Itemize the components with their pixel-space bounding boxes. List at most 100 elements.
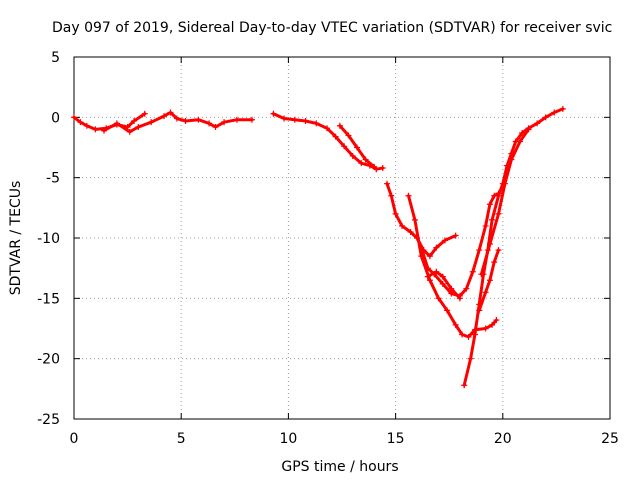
- series-arc-9: [461, 105, 566, 389]
- series-arc-3: [270, 110, 386, 173]
- data-point: [141, 110, 148, 117]
- y-tick-label: -5: [46, 171, 60, 187]
- data-point: [456, 295, 463, 302]
- x-tick-label: 10: [279, 431, 297, 447]
- data-point: [302, 117, 309, 124]
- data-point: [519, 130, 526, 137]
- data-series: [71, 105, 566, 389]
- data-point: [135, 123, 142, 130]
- x-axis-label: GPS time / hours: [281, 459, 398, 475]
- data-point: [444, 307, 451, 314]
- data-point: [345, 132, 352, 139]
- data-point: [559, 105, 566, 112]
- data-point: [349, 152, 356, 159]
- data-point: [233, 116, 240, 123]
- data-point: [77, 119, 84, 126]
- data-point: [341, 143, 348, 150]
- series-arc-8: [424, 268, 463, 302]
- x-tick-labels: 0 5 10 15 20 25: [70, 431, 619, 447]
- y-tick-labels: 5 0 -5 -10 -15 -20 -25: [37, 50, 60, 428]
- data-point: [291, 116, 298, 123]
- data-point: [439, 273, 446, 280]
- data-point: [469, 268, 476, 275]
- data-point: [426, 277, 433, 284]
- data-point: [148, 119, 155, 126]
- data-point: [508, 156, 515, 163]
- axis-ticks: [73, 56, 611, 420]
- data-point: [495, 247, 502, 254]
- series-arc-10: [476, 247, 502, 314]
- data-point: [486, 277, 493, 284]
- series-arc-2: [101, 109, 255, 135]
- data-point: [426, 253, 433, 260]
- data-point: [362, 156, 369, 163]
- data-point: [281, 115, 288, 122]
- data-point: [452, 321, 459, 328]
- data-point: [92, 126, 99, 133]
- chart-title: Day 097 of 2019, Sidereal Day-to-day VTE…: [52, 20, 612, 36]
- data-point: [424, 273, 431, 280]
- data-point: [212, 123, 219, 130]
- data-point: [101, 127, 108, 134]
- series-line: [102, 111, 254, 134]
- data-point: [407, 228, 414, 235]
- data-point: [433, 244, 440, 251]
- data-point: [525, 126, 532, 133]
- y-tick-label: 0: [51, 110, 60, 126]
- x-tick-label: 15: [387, 431, 405, 447]
- data-point: [551, 109, 558, 116]
- data-point: [83, 122, 90, 129]
- data-point: [323, 125, 330, 132]
- data-point: [486, 241, 493, 248]
- data-point: [448, 285, 455, 292]
- y-axis-label: SDTVAR / TECUs: [8, 181, 24, 296]
- data-point: [161, 113, 168, 120]
- series-arc-11: [478, 126, 532, 278]
- data-point: [476, 247, 483, 254]
- data-point: [167, 109, 174, 116]
- data-point: [542, 114, 549, 121]
- y-tick-label: -20: [37, 352, 60, 368]
- data-point: [482, 222, 489, 229]
- data-point: [493, 317, 500, 324]
- data-point: [486, 201, 493, 208]
- data-point: [467, 355, 474, 362]
- data-point: [471, 331, 478, 338]
- data-point: [405, 192, 412, 199]
- data-point: [358, 160, 365, 167]
- data-point: [399, 222, 406, 229]
- x-tick-label: 25: [601, 431, 619, 447]
- x-tick-label: 5: [177, 431, 186, 447]
- data-point: [459, 331, 466, 338]
- data-point: [371, 163, 378, 170]
- data-point: [495, 210, 502, 217]
- data-point: [463, 285, 470, 292]
- data-point: [221, 119, 228, 126]
- data-point: [71, 114, 77, 121]
- data-point: [173, 115, 180, 122]
- data-point: [392, 210, 399, 217]
- y-tick-label: -15: [37, 291, 60, 307]
- series-line: [479, 127, 530, 276]
- data-point: [131, 117, 138, 124]
- data-point: [126, 128, 133, 135]
- data-point: [332, 133, 339, 140]
- series-arc-4: [336, 122, 378, 170]
- data-point: [336, 122, 343, 129]
- data-point: [354, 144, 361, 151]
- data-point: [491, 259, 498, 266]
- data-point: [411, 216, 418, 223]
- data-point: [441, 237, 448, 244]
- data-point: [501, 180, 508, 187]
- y-tick-label: 5: [51, 50, 60, 66]
- data-point: [206, 120, 213, 127]
- data-point: [489, 216, 496, 223]
- data-point: [113, 120, 120, 127]
- data-point: [476, 307, 483, 314]
- data-point: [461, 382, 468, 389]
- data-point: [313, 120, 320, 127]
- grid-lines: [74, 57, 610, 419]
- data-point: [439, 280, 446, 287]
- x-tick-label: 0: [70, 431, 79, 447]
- data-point: [495, 192, 502, 199]
